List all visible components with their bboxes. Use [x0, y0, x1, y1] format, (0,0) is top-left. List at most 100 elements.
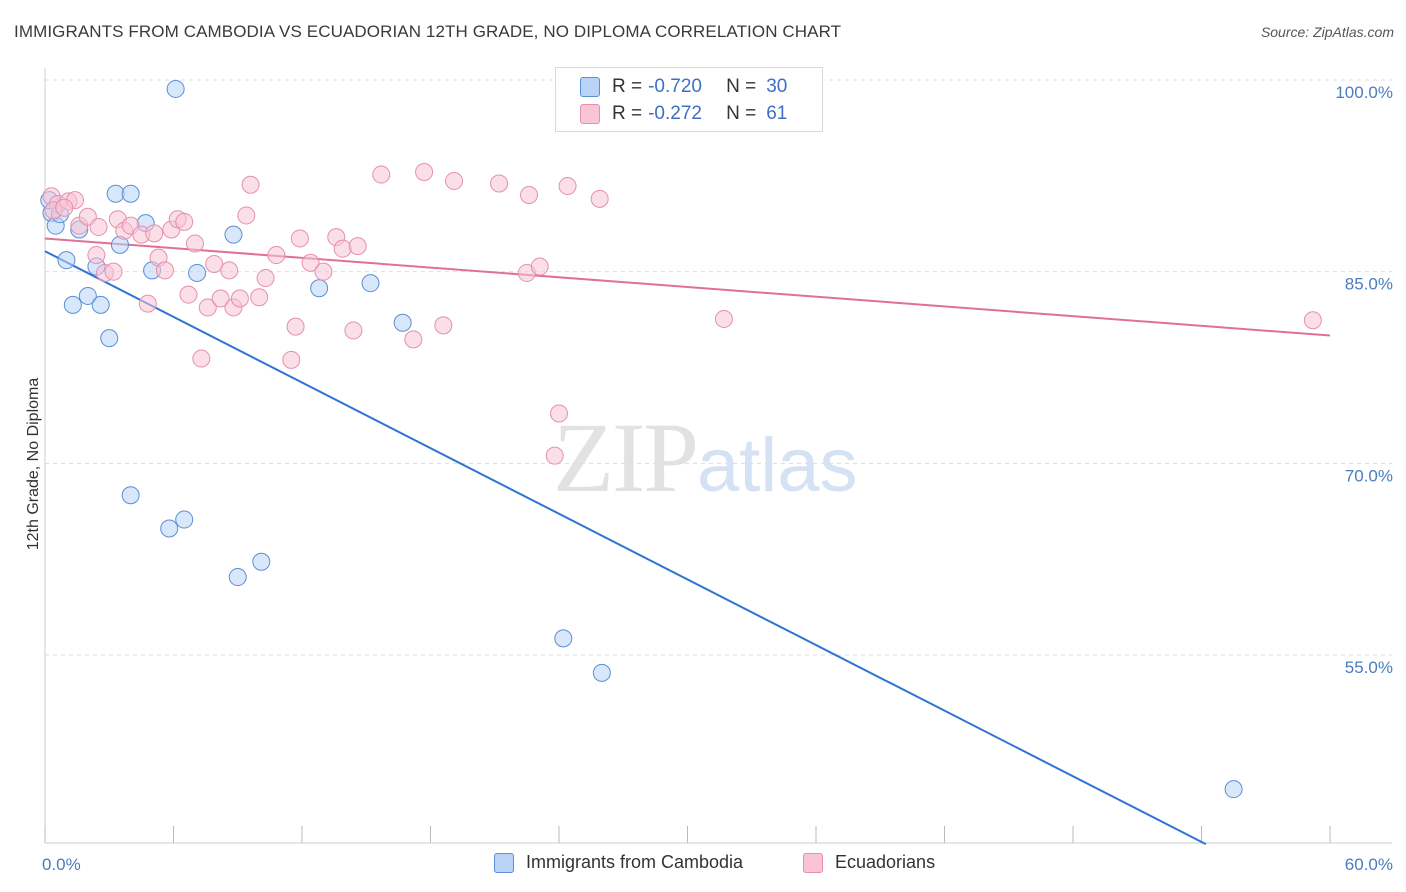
- cambodia-point: [78, 286, 97, 305]
- ecuador-point: [250, 288, 269, 307]
- x-tick-label: 60.0%: [1345, 855, 1393, 874]
- ecuador-point: [230, 289, 249, 308]
- watermark-atlas: atlas: [697, 423, 858, 508]
- ecuador-point: [372, 165, 391, 184]
- tick-labels: 100.0% 85.0% 70.0% 55.0% 0.0% 60.0%: [42, 83, 1393, 874]
- ecuador-point: [211, 289, 230, 308]
- watermark-zip: ZIP: [553, 402, 699, 513]
- legend-r-value: -0.272: [648, 103, 702, 124]
- x-tick-label: 0.0%: [42, 855, 81, 874]
- legend-row-ecuador: R = -0.272 N = 61: [580, 102, 787, 126]
- ecuador-point: [333, 239, 352, 258]
- series-legend-cambodia: Immigrants from Cambodia: [494, 852, 743, 873]
- cambodia-trend-line: [44, 250, 1207, 846]
- ecuador-point: [530, 257, 549, 276]
- ecuador-point: [286, 317, 305, 336]
- ecuador-point: [590, 189, 609, 208]
- cambodia-point: [228, 568, 247, 587]
- cambodia-point: [106, 184, 125, 203]
- cambodia-point: [160, 519, 179, 538]
- ecuador-point: [87, 246, 106, 265]
- ecuador-point: [348, 237, 367, 256]
- ecuador-point: [192, 349, 211, 368]
- ecuador-trend-line: [44, 237, 1331, 337]
- legend-r-label: R =: [612, 76, 643, 97]
- ecuador-point: [520, 186, 539, 204]
- gridlines: [45, 79, 1392, 656]
- series-legend-ecuador: Ecuadorians: [803, 852, 935, 873]
- data-points: [40, 79, 1322, 799]
- cambodia-point: [224, 225, 243, 244]
- ecuador-point: [198, 298, 217, 317]
- legend-n-label: N =: [726, 76, 757, 97]
- cambodia-point: [1224, 780, 1243, 799]
- legend-n-value: 30: [766, 76, 788, 97]
- watermark: ZIPatlas: [553, 400, 858, 515]
- series-label-cambodia: Immigrants from Cambodia: [526, 852, 744, 872]
- legend-r-value: -0.720: [648, 76, 702, 97]
- ecuador-point: [1303, 311, 1322, 330]
- cambodia-point: [63, 295, 82, 314]
- y-tick-label: 85.0%: [1345, 275, 1393, 294]
- ecuador-point: [314, 262, 333, 281]
- ecuador-point: [267, 246, 286, 265]
- cambodia-point: [121, 184, 140, 203]
- legend-row-cambodia: R = -0.720 N = 30: [580, 75, 787, 99]
- ecuador-point: [155, 261, 174, 280]
- cambodia-point: [188, 263, 207, 282]
- ecuador-point: [89, 217, 108, 236]
- cambodia-point: [166, 79, 185, 98]
- source-label: Source: ZipAtlas.com: [1260, 24, 1394, 40]
- cambodia-point: [361, 274, 380, 293]
- legend-r-label: R =: [612, 103, 643, 124]
- trend-lines: [44, 237, 1331, 846]
- ecuador-point: [256, 269, 275, 288]
- ecuador-point: [490, 174, 509, 193]
- legend-swatch-cambodia: [580, 77, 600, 97]
- ecuador-point: [205, 255, 224, 273]
- chart-title: IMMIGRANTS FROM CAMBODIA VS ECUADORIAN 1…: [14, 22, 842, 41]
- legend-n-label: N =: [726, 103, 757, 124]
- y-tick-label: 55.0%: [1345, 658, 1393, 677]
- cambodia-point: [57, 251, 76, 270]
- cambodia-point: [310, 279, 329, 298]
- cambodia-point: [252, 552, 271, 571]
- cambodia-point: [393, 313, 412, 332]
- series-label-ecuador: Ecuadorians: [835, 852, 936, 872]
- series-swatch-cambodia: [494, 852, 514, 873]
- ecuador-point: [55, 198, 74, 217]
- y-tick-label: 70.0%: [1345, 466, 1393, 485]
- ecuador-point: [104, 262, 123, 281]
- ecuador-point: [301, 253, 320, 272]
- y-axis-label: 12th Grade, No Diploma: [25, 378, 42, 551]
- cambodia-point: [175, 510, 194, 529]
- ecuador-point: [220, 261, 239, 280]
- y-tick-label: 100.0%: [1335, 83, 1393, 102]
- legend-swatch-ecuador: [580, 104, 600, 124]
- ecuador-point: [175, 212, 194, 231]
- ecuador-point: [558, 177, 577, 196]
- ecuador-point: [445, 171, 464, 190]
- ecuador-point: [344, 321, 363, 340]
- cambodia-point: [100, 329, 119, 348]
- series-swatch-ecuador: [803, 852, 823, 873]
- ecuador-point: [714, 309, 733, 328]
- ecuador-point: [185, 234, 204, 253]
- cambodia-point: [91, 295, 110, 314]
- ecuador-point: [434, 316, 453, 335]
- ecuador-point: [237, 206, 256, 225]
- ecuador-point: [179, 285, 198, 304]
- ecuador-point: [241, 175, 260, 194]
- cambodia-point: [554, 629, 573, 648]
- ecuador-point: [550, 404, 568, 423]
- stats-legend: R = -0.720 N = 30 R = -0.272 N = 61: [555, 67, 823, 132]
- ecuador-point: [415, 163, 434, 181]
- cambodia-point: [592, 663, 611, 682]
- ecuador-point: [290, 229, 309, 248]
- ecuador-point: [545, 446, 564, 465]
- cambodia-point: [121, 486, 140, 505]
- ecuador-point: [145, 224, 164, 243]
- ecuador-point: [282, 350, 301, 369]
- legend-n-value: 61: [766, 103, 788, 124]
